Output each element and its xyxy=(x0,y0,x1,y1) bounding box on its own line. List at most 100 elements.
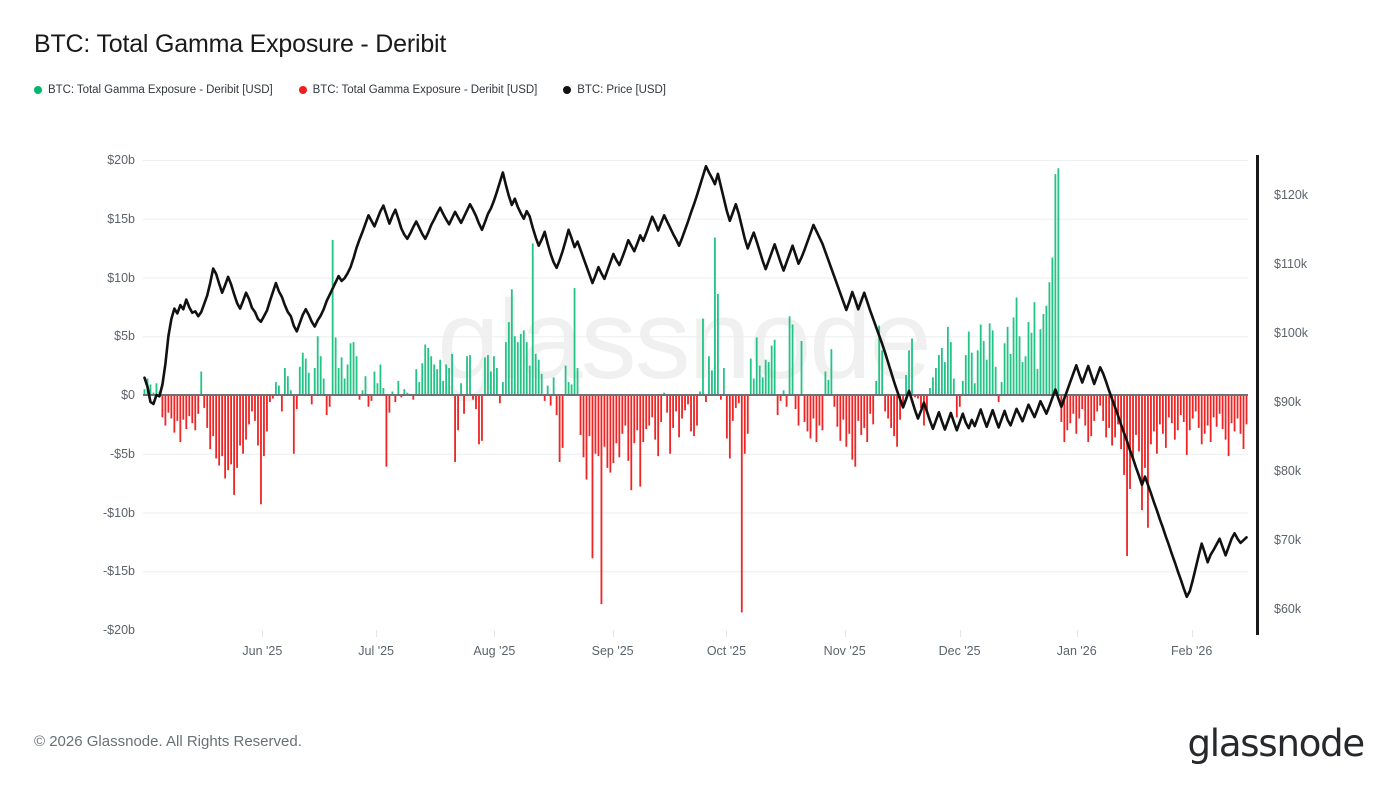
gamma-bar-negative xyxy=(618,395,621,458)
gamma-bar-negative xyxy=(1233,395,1236,432)
gamma-bar-negative xyxy=(591,395,594,559)
gamma-bar-negative xyxy=(896,395,898,447)
gamma-bar-positive xyxy=(289,390,292,395)
gamma-bar-negative xyxy=(651,395,654,418)
gamma-bar-positive xyxy=(313,367,316,395)
gamma-bar-positive xyxy=(283,367,286,395)
gamma-bar-negative xyxy=(1093,395,1096,421)
legend-item[interactable]: BTC: Total Gamma Exposure - Deribit [USD… xyxy=(34,84,273,96)
gamma-bar-negative xyxy=(1153,395,1155,432)
gamma-bar-negative xyxy=(1194,395,1197,412)
gamma-bar-negative xyxy=(785,395,788,407)
gamma-bar-positive xyxy=(717,293,719,395)
gamma-bar-positive xyxy=(397,380,400,395)
gamma-bar-negative xyxy=(997,395,1000,403)
gamma-bar-positive xyxy=(525,342,528,396)
gamma-bar-positive xyxy=(570,384,573,395)
gamma-bar-positive xyxy=(800,340,803,395)
gamma-bar-negative xyxy=(1072,395,1075,414)
gamma-bar-positive xyxy=(322,378,325,395)
gamma-bar-positive xyxy=(1024,356,1027,395)
gamma-bar-negative xyxy=(1230,395,1233,424)
legend-dot-green xyxy=(34,86,42,94)
gamma-bar-positive xyxy=(943,362,946,395)
gamma-bar-negative xyxy=(167,395,170,413)
gamma-bar-positive xyxy=(932,377,934,396)
gamma-bar-positive xyxy=(546,385,549,395)
gamma-bar-negative xyxy=(734,395,737,408)
gamma-bar-negative xyxy=(481,395,483,441)
gamma-bar-positive xyxy=(355,356,358,395)
y-axis-left-tick-label: $0 xyxy=(121,388,135,402)
gamma-bar-positive xyxy=(761,377,764,396)
gamma-bar-positive xyxy=(946,326,949,395)
gamma-bar-negative xyxy=(197,395,200,414)
gamma-bar-negative xyxy=(776,395,779,415)
gamma-bar-negative xyxy=(597,395,600,457)
gamma-bar-negative xyxy=(230,395,232,465)
legend-item[interactable]: BTC: Price [USD] xyxy=(563,84,666,96)
gamma-bar-negative xyxy=(740,395,743,613)
gamma-bar-positive xyxy=(451,353,453,396)
gamma-bars-group xyxy=(143,168,1248,613)
gamma-bar-negative xyxy=(1206,395,1209,426)
gamma-bar-negative xyxy=(385,395,388,467)
gamma-bar-positive xyxy=(331,239,334,395)
gamma-bar-negative xyxy=(914,395,916,398)
gamma-bar-positive xyxy=(1033,302,1036,395)
y-axis-left-tick-label: $15b xyxy=(107,211,135,226)
gamma-bar-positive xyxy=(391,391,394,395)
gamma-bar-positive xyxy=(1039,329,1042,395)
y-axis-right: $120k $110k $100k $90k $80k $70k $60k xyxy=(1256,155,1396,635)
gamma-bar-negative xyxy=(636,395,639,431)
gamma-bar-negative xyxy=(666,395,669,413)
gamma-bar-negative xyxy=(555,395,558,415)
gamma-bar-negative xyxy=(1135,395,1137,435)
gamma-bar-negative xyxy=(257,395,259,446)
gamma-bar-positive xyxy=(964,355,967,395)
btc-price-line xyxy=(143,164,1248,599)
gamma-bar-negative xyxy=(251,395,253,412)
gamma-bar-negative xyxy=(836,395,839,427)
y-axis-left-tick-label: -$10b xyxy=(103,505,135,520)
gamma-bar-negative xyxy=(1212,395,1215,418)
gamma-bar-positive xyxy=(424,344,427,395)
gamma-bar-positive xyxy=(773,339,776,395)
gamma-bar-negative xyxy=(648,395,651,426)
gamma-bar-positive xyxy=(1054,174,1057,395)
gamma-bar-negative xyxy=(585,395,588,480)
y-axis-right-tick-label: $110k xyxy=(1274,256,1308,271)
gamma-bar-positive xyxy=(949,342,952,396)
gamma-bar-positive xyxy=(433,364,436,395)
legend-item[interactable]: BTC: Total Gamma Exposure - Deribit [USD… xyxy=(298,84,537,96)
gamma-bar-positive xyxy=(699,391,701,395)
gamma-bar-negative xyxy=(923,395,925,426)
gamma-bar-negative xyxy=(191,395,194,424)
gamma-bar-negative xyxy=(627,395,630,461)
gamma-bar-negative xyxy=(1090,395,1093,437)
gamma-bar-negative xyxy=(212,395,215,437)
x-axis-tick-label: Dec '25 xyxy=(938,644,981,658)
x-axis-tick xyxy=(1191,630,1193,637)
gamma-bar-negative xyxy=(869,395,872,414)
gamma-bar-positive xyxy=(286,376,289,395)
gamma-bar-negative xyxy=(642,395,645,442)
gamma-bar-negative xyxy=(463,395,465,414)
gamma-bar-positive xyxy=(406,392,409,395)
gamma-bar-negative xyxy=(173,395,176,433)
gamma-bar-positive xyxy=(905,375,907,395)
gamma-bar-positive xyxy=(460,383,462,395)
gamma-bar-negative xyxy=(188,395,191,417)
gamma-bar-positive xyxy=(1036,369,1039,395)
gamma-bar-negative xyxy=(457,395,459,431)
gamma-bar-positive xyxy=(564,365,567,396)
gamma-bar-positive xyxy=(1048,282,1051,395)
gamma-bar-negative xyxy=(295,395,298,410)
gamma-bar-positive xyxy=(439,359,442,395)
gamma-bar-negative xyxy=(851,395,854,460)
gamma-bar-positive xyxy=(827,379,830,395)
gamma-bar-positive xyxy=(275,382,277,395)
gamma-bar-negative xyxy=(245,395,247,440)
gamma-bar-negative xyxy=(1164,395,1167,448)
gamma-bar-positive xyxy=(442,380,445,395)
